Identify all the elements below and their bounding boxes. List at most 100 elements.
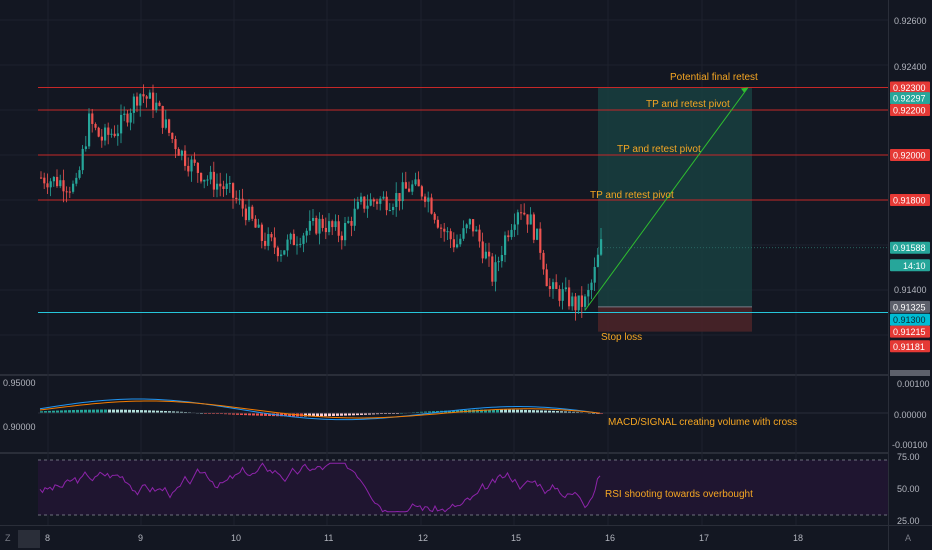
macd-panel[interactable]: 0.95000 0.90000 MACD/SIGNAL creating vol… [3, 378, 888, 432]
price-panel[interactable]: Potential final retest TP and retest piv… [0, 0, 888, 525]
time-axis-divider [0, 525, 932, 526]
macd-histogram-bar [140, 410, 143, 413]
rsi-tick-25: 25.00 [897, 516, 920, 526]
annotation-tp-1[interactable]: TP and retest pivot [646, 99, 730, 110]
candle-body [331, 221, 334, 228]
auto-scale-button[interactable]: A [905, 533, 911, 543]
candle-body [260, 224, 263, 241]
candle-body [88, 113, 91, 147]
annotation-final-retest[interactable]: Potential final retest [670, 72, 758, 83]
panel-divider-main[interactable] [0, 374, 888, 376]
macd-histogram-bar [544, 410, 547, 413]
time-label: 17 [699, 533, 709, 543]
macd-histogram-bar [500, 409, 503, 413]
svg-text:0.91325: 0.91325 [893, 302, 926, 312]
candle-body [577, 295, 580, 311]
candle-body [337, 221, 340, 236]
candle-body [500, 254, 503, 262]
price-tag-red[interactable]: 0.92300 [890, 81, 930, 94]
macd-histogram-bar [352, 413, 355, 416]
candle-body [356, 201, 359, 209]
candle-body [206, 179, 209, 181]
macd-histogram-bar [428, 411, 431, 413]
candle-body [139, 94, 142, 106]
projection-arrow[interactable] [584, 87, 749, 311]
candle-body [510, 229, 513, 238]
candle-body [366, 205, 369, 209]
macd-histogram-bar [312, 413, 315, 417]
macd-right-tick-2: 0.00000 [894, 410, 927, 420]
candle-body [475, 229, 478, 232]
annotation-tp-2[interactable]: TP and retest pivot [617, 144, 701, 155]
svg-text:0.92300: 0.92300 [893, 83, 926, 93]
price-tag-red[interactable]: 0.92200 [890, 104, 930, 116]
annotation-tp-3[interactable]: TP and retest pivot [590, 190, 674, 201]
corner-left-button[interactable]: Z [5, 533, 11, 543]
annotation-rsi[interactable]: RSI shooting towards overbought [605, 489, 753, 500]
candle-body [324, 227, 327, 233]
candle-body [433, 213, 436, 220]
svg-text:0.91181: 0.91181 [893, 342, 925, 352]
candle-body [142, 94, 145, 97]
macd-histogram-bar [108, 409, 111, 413]
candle-body [398, 193, 401, 202]
candlestick-series [40, 84, 603, 321]
candle-body [184, 150, 187, 166]
candle-body [190, 159, 193, 172]
candle-body [276, 247, 279, 257]
macd-histogram-bar [484, 409, 487, 413]
candle-body [62, 180, 65, 192]
macd-histogram-bar [100, 409, 103, 413]
candle-body [369, 199, 372, 206]
price-tag-red[interactable]: 0.92000 [890, 149, 930, 161]
macd-histogram-bar [376, 413, 379, 415]
time-label: 8 [45, 533, 50, 543]
candle-body [257, 224, 260, 228]
candle-body [568, 287, 571, 307]
candle-body [526, 214, 529, 225]
candle-body [376, 201, 379, 204]
time-label: 15 [511, 533, 521, 543]
macd-histogram-bar [360, 413, 363, 415]
macd-histogram-bar [152, 410, 155, 413]
candle-body [238, 198, 241, 200]
candle-body [507, 235, 510, 238]
candle-body [523, 212, 526, 215]
svg-text:0.92297: 0.92297 [893, 94, 926, 104]
annotation-macd[interactable]: MACD/SIGNAL creating volume with cross [608, 417, 797, 428]
macd-histogram-bar [48, 410, 51, 413]
candle-body [484, 251, 487, 259]
stop-loss-zone [598, 306, 752, 332]
macd-histogram-bar [92, 409, 95, 413]
price-tag-clipped [890, 370, 930, 376]
price-tag-green[interactable]: 0.91588 [890, 241, 930, 254]
macd-histogram-bar [280, 413, 283, 417]
price-tick-0.924: 0.92400 [894, 62, 927, 72]
price-tag-cyan[interactable]: 0.91300 [890, 313, 930, 326]
price-tag-red[interactable]: 0.91800 [890, 194, 930, 206]
time-axis[interactable]: Z 8 9 10 11 12 15 16 17 18 A [5, 530, 911, 548]
candle-body [363, 196, 366, 209]
macd-histogram-bar [328, 413, 331, 417]
macd-histogram-bar [572, 411, 575, 413]
candle-body [452, 239, 455, 248]
price-tag-gray[interactable]: 0.91325 [890, 300, 930, 313]
candle-body [81, 148, 84, 171]
price-tag-green[interactable]: 14:10 [890, 259, 930, 272]
price-tag-green[interactable]: 0.92297 [890, 92, 930, 105]
price-tag-red[interactable]: 0.91181 [890, 340, 930, 353]
price-tick-0.914: 0.91400 [894, 285, 927, 295]
annotation-stop-loss[interactable]: Stop loss [601, 332, 642, 343]
macd-histogram-bar [176, 411, 179, 413]
candle-body [478, 229, 481, 242]
candle-body [571, 296, 574, 307]
panel-divider-macd[interactable] [0, 452, 888, 454]
price-axis-divider [888, 0, 889, 550]
candle-body [353, 208, 356, 226]
candle-body [440, 227, 443, 229]
rsi-panel[interactable]: RSI shooting towards overbought [38, 459, 888, 516]
macd-histogram-bar [164, 411, 167, 413]
price-tag-red[interactable]: 0.91215 [890, 325, 930, 338]
